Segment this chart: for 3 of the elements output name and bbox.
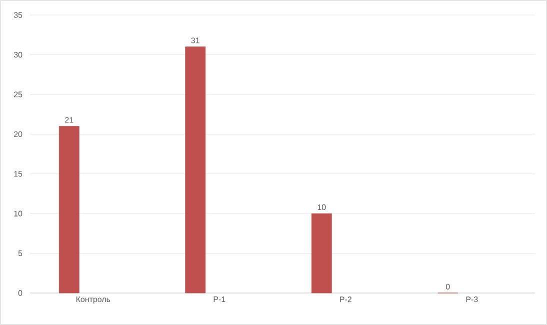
bar <box>185 46 206 294</box>
bar <box>58 126 80 294</box>
bar <box>311 213 332 294</box>
